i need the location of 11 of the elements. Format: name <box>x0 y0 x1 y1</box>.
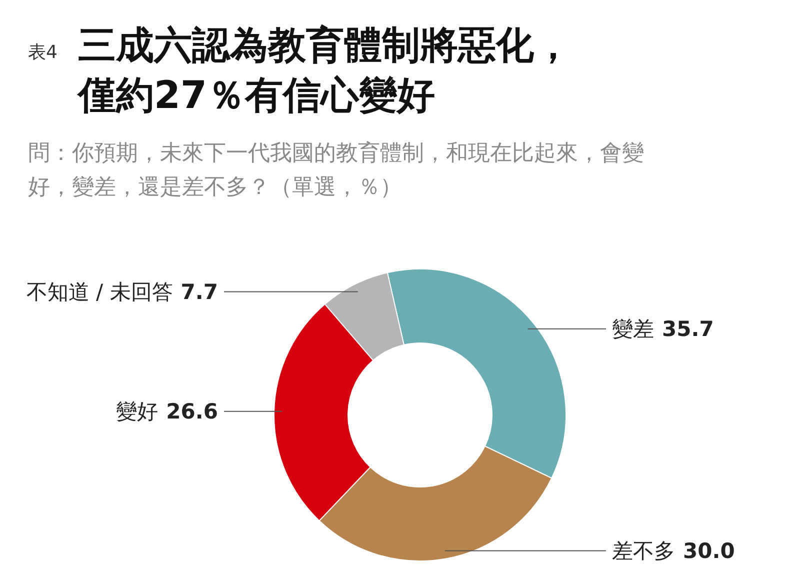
slice-label: 差不多 <box>612 539 675 564</box>
data-label: 30.0 <box>683 539 735 564</box>
slice-label: 變好 <box>116 400 158 424</box>
data-label: 35.7 <box>662 317 714 342</box>
chart-title: 三成六認為教育體制將惡化，僅約27％有信心變好 <box>76 23 572 117</box>
data-label: 7.7 <box>180 280 218 304</box>
slice-label: 不知道 / 未回答 <box>26 280 173 304</box>
slice-label: 變差 <box>612 317 654 342</box>
data-label: 26.6 <box>166 400 218 424</box>
text: 表4 <box>28 42 58 63</box>
chart-subtitle: 問：你預期，未來下一代我國的教育體制，和現在比起來，會變好，變差，還是差不多？（單選，％） <box>28 140 644 200</box>
